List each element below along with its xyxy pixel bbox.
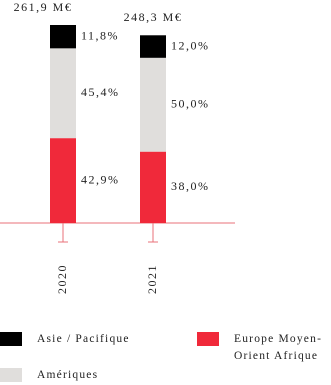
bar-segment	[140, 35, 166, 58]
value-label: 11,8%	[81, 28, 119, 42]
total-label: 261,9 M€	[14, 0, 73, 14]
value-label: 42,9%	[81, 172, 120, 186]
chart: 42,9% 45,4% 11,8% 261,9 M€ 2020 38,0% 50,0% 12,…	[0, 0, 235, 294]
value-label: 45,4%	[81, 85, 120, 99]
value-label: 12,0%	[171, 38, 210, 52]
bar-segment	[140, 151, 166, 223]
x-tick-label: 2020	[55, 264, 69, 294]
total-label: 248,3 M€	[124, 10, 183, 24]
legend-swatch	[0, 332, 22, 346]
bar-segment	[50, 25, 76, 49]
bar-segment	[140, 57, 166, 152]
value-label: 38,0%	[171, 179, 210, 193]
legend-swatch	[0, 368, 22, 382]
bar-segment	[50, 48, 76, 139]
legend-label: Asie / Pacifique	[37, 333, 130, 345]
value-label: 50,0%	[171, 96, 210, 110]
legend-label: Europe Moyen-Orient Afrique	[234, 333, 323, 362]
legend-label: Amériques	[37, 369, 99, 381]
bar-segment	[50, 138, 76, 223]
x-tick-label: 2021	[145, 264, 159, 294]
legend-swatch	[197, 332, 219, 346]
